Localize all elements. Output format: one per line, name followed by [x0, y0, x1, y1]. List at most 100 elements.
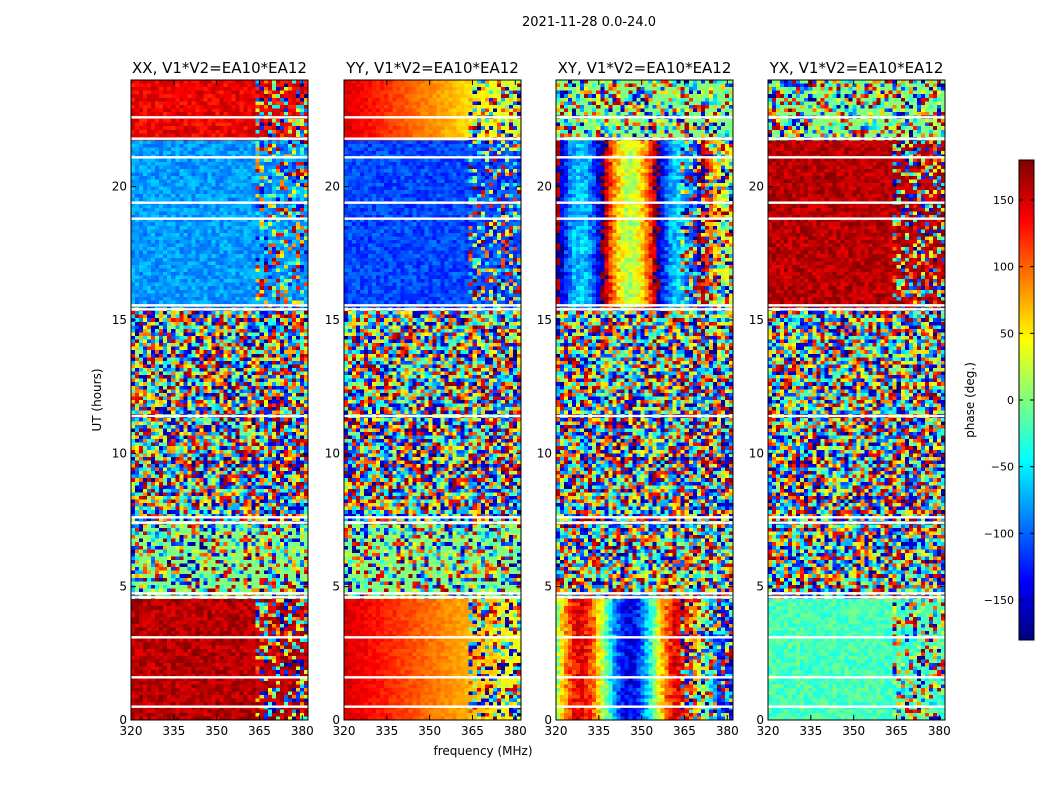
- flag-gap: [768, 705, 945, 708]
- flag-gap: [556, 304, 733, 307]
- flag-gap: [131, 516, 308, 519]
- x-tick-label: 320: [757, 724, 780, 738]
- x-tick-label: 365: [461, 724, 484, 738]
- flag-gap: [344, 308, 521, 311]
- heatmap-xy: [556, 80, 733, 720]
- heatmap-xx: [131, 80, 308, 720]
- x-tick-label: 380: [928, 724, 951, 738]
- y-axis-label: UT (hours): [90, 368, 104, 431]
- flag-gap: [131, 156, 308, 159]
- flag-gap: [768, 201, 945, 204]
- panel-yy: YY, V1*V2=EA10*EA12 320 335 350 365 380 0 5 10 15…: [325, 59, 527, 738]
- flag-gap: [556, 636, 733, 639]
- flag-gap: [768, 592, 945, 595]
- panel-title: XY, V1*V2=EA10*EA12: [558, 59, 732, 77]
- flag-gap: [344, 156, 521, 159]
- flag-gap: [131, 592, 308, 595]
- flag-gap: [344, 705, 521, 708]
- heatmap-yy: [344, 80, 521, 720]
- panel-title: XX, V1*V2=EA10*EA12: [132, 59, 307, 77]
- flag-gap: [556, 414, 733, 418]
- flag-gap: [768, 308, 945, 311]
- x-tick-label: 335: [162, 724, 185, 738]
- x-tick-label: 350: [842, 724, 865, 738]
- x-tick-label: 380: [716, 724, 739, 738]
- flag-gap: [556, 217, 733, 220]
- flag-gap: [131, 676, 308, 679]
- flag-gap: [556, 137, 733, 140]
- flag-gap: [344, 116, 521, 119]
- flag-gap: [768, 516, 945, 519]
- y-tick-label: 20: [325, 180, 340, 194]
- flag-gap: [344, 596, 521, 599]
- flag-gap: [131, 137, 308, 140]
- flag-gap: [768, 156, 945, 159]
- x-tick-label: 365: [248, 724, 271, 738]
- flag-gap: [344, 521, 521, 524]
- flag-gap: [344, 304, 521, 307]
- flag-gap: [131, 201, 308, 204]
- panels: XX, V1*V2=EA10*EA12 320 335 350 365 380 0 5 10 15…: [112, 59, 951, 738]
- x-tick-label: 320: [120, 724, 143, 738]
- flag-gap: [556, 516, 733, 519]
- y-tick-label: 20: [112, 180, 127, 194]
- y-tick-label: 10: [749, 446, 764, 460]
- y-tick-label: 15: [112, 313, 127, 327]
- x-tick-label: 320: [333, 724, 356, 738]
- flag-gap: [556, 592, 733, 595]
- x-tick-label: 350: [630, 724, 653, 738]
- x-tick-label: 380: [291, 724, 314, 738]
- flag-gap: [131, 308, 308, 311]
- flag-gap: [768, 304, 945, 307]
- flag-gap: [131, 521, 308, 524]
- flag-gap: [344, 414, 521, 418]
- y-tick-label: 5: [119, 580, 127, 594]
- x-tick-label: 365: [673, 724, 696, 738]
- flag-gap: [556, 308, 733, 311]
- flag-gap: [768, 414, 945, 418]
- flag-gap: [344, 636, 521, 639]
- flag-gap: [768, 116, 945, 119]
- x-tick-label: 365: [885, 724, 908, 738]
- colorbar-tick-label: 50: [1000, 327, 1014, 340]
- y-tick-label: 15: [325, 313, 340, 327]
- flag-gap: [768, 217, 945, 220]
- colorbar-tick-label: −50: [991, 461, 1014, 474]
- y-tick-label: 10: [112, 446, 127, 460]
- heatmap-yx: [768, 80, 945, 720]
- flag-gap: [344, 592, 521, 595]
- axes-frame: [767, 79, 946, 721]
- x-tick-label: 350: [418, 724, 441, 738]
- flag-gap: [556, 116, 733, 119]
- x-tick-label: 380: [504, 724, 527, 738]
- panel-title: YY, V1*V2=EA10*EA12: [345, 59, 519, 77]
- y-tick-label: 5: [332, 580, 340, 594]
- colorbar-tick-label: −100: [984, 527, 1014, 540]
- y-tick-label: 20: [537, 180, 552, 194]
- panel-yx: YX, V1*V2=EA10*EA12 320 335 350 365 380 0 5 10 15…: [749, 59, 951, 738]
- axes-frame: [555, 79, 734, 721]
- y-tick-label: 0: [756, 713, 764, 727]
- colorbar-tick-label: 100: [993, 261, 1014, 274]
- y-tick-label: 0: [544, 713, 552, 727]
- flag-gap: [768, 636, 945, 639]
- flag-gap: [344, 201, 521, 204]
- x-tick-label: 335: [375, 724, 398, 738]
- flag-gap: [131, 636, 308, 639]
- flag-gap: [768, 676, 945, 679]
- y-tick-label: 5: [544, 580, 552, 594]
- x-tick-label: 335: [587, 724, 610, 738]
- panel-xy: XY, V1*V2=EA10*EA12 320 335 350 365 380 0 5 10 15…: [537, 59, 739, 738]
- y-tick-label: 10: [325, 446, 340, 460]
- y-tick-label: 0: [119, 713, 127, 727]
- flag-gap: [131, 414, 308, 418]
- colorbar-tick-label: 150: [993, 194, 1014, 207]
- flag-gap: [768, 596, 945, 599]
- y-tick-label: 5: [756, 580, 764, 594]
- figure-title: 2021-11-28 0.0-24.0: [522, 15, 656, 30]
- x-tick-label: 335: [799, 724, 822, 738]
- flag-gap: [556, 156, 733, 159]
- flag-gap: [556, 596, 733, 599]
- flag-gap: [344, 516, 521, 519]
